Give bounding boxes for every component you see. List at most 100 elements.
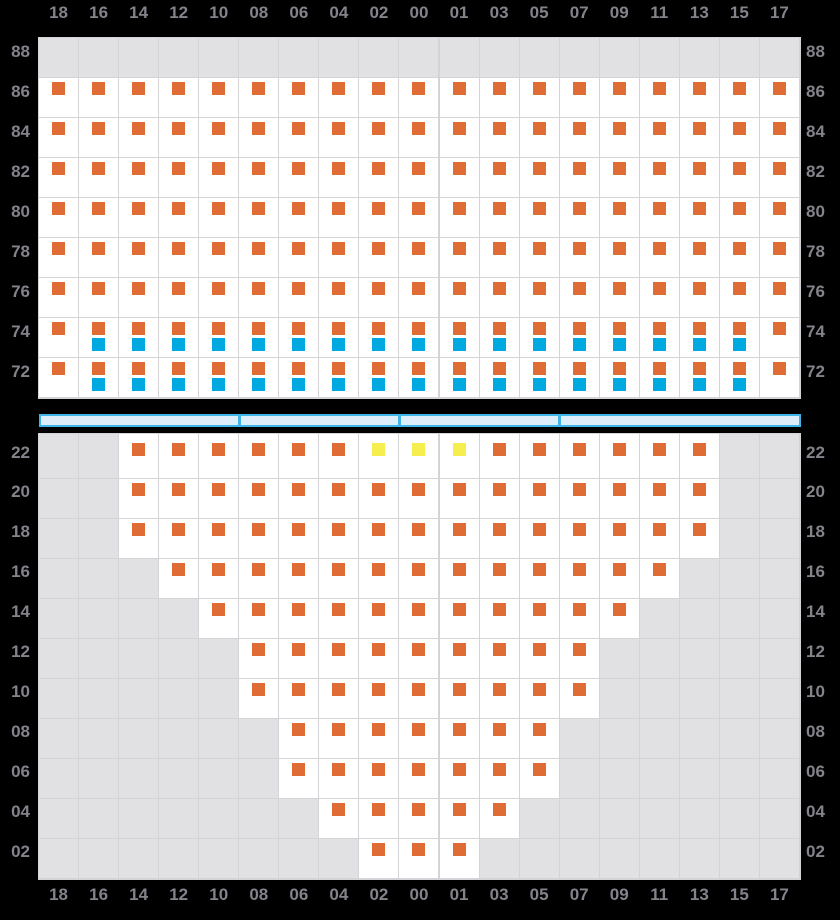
cell-86-04[interactable] xyxy=(319,78,359,117)
cell-82-15[interactable] xyxy=(719,158,759,197)
cell-82-01[interactable] xyxy=(439,158,479,197)
cell-80-02[interactable] xyxy=(359,198,399,237)
cell-86-13[interactable] xyxy=(679,78,719,117)
cell-80-18[interactable] xyxy=(39,198,79,237)
cell-72-14[interactable] xyxy=(119,358,159,397)
cell-72-08[interactable] xyxy=(239,358,279,397)
cell-76-15[interactable] xyxy=(719,278,759,317)
cell-86-08[interactable] xyxy=(239,78,279,117)
cell-20-10[interactable] xyxy=(199,479,239,518)
cell-18-07[interactable] xyxy=(559,519,599,558)
cell-72-01[interactable] xyxy=(439,358,479,397)
cell-82-13[interactable] xyxy=(679,158,719,197)
cell-86-01[interactable] xyxy=(439,78,479,117)
cell-12-03[interactable] xyxy=(479,639,519,678)
cell-74-13[interactable] xyxy=(679,318,719,357)
cell-20-01[interactable] xyxy=(439,479,479,518)
cell-14-04[interactable] xyxy=(319,599,359,638)
cell-82-05[interactable] xyxy=(519,158,559,197)
cell-84-17[interactable] xyxy=(759,118,799,157)
cell-74-16[interactable] xyxy=(79,318,119,357)
cell-18-02[interactable] xyxy=(359,519,399,558)
cell-20-14[interactable] xyxy=(119,479,159,518)
cell-86-09[interactable] xyxy=(599,78,639,117)
cell-86-18[interactable] xyxy=(39,78,79,117)
cell-20-08[interactable] xyxy=(239,479,279,518)
cell-78-15[interactable] xyxy=(719,238,759,277)
cell-76-03[interactable] xyxy=(479,278,519,317)
cell-14-00[interactable] xyxy=(399,599,439,638)
cell-86-00[interactable] xyxy=(399,78,439,117)
cell-12-07[interactable] xyxy=(559,639,599,678)
cell-72-11[interactable] xyxy=(639,358,679,397)
cell-72-03[interactable] xyxy=(479,358,519,397)
cell-22-01[interactable] xyxy=(439,434,479,478)
cell-84-03[interactable] xyxy=(479,118,519,157)
cell-78-16[interactable] xyxy=(79,238,119,277)
cell-14-02[interactable] xyxy=(359,599,399,638)
cell-04-00[interactable] xyxy=(399,799,439,838)
cell-78-14[interactable] xyxy=(119,238,159,277)
cell-10-01[interactable] xyxy=(439,679,479,718)
cell-74-03[interactable] xyxy=(479,318,519,357)
cell-10-08[interactable] xyxy=(239,679,279,718)
cell-16-05[interactable] xyxy=(519,559,559,598)
cell-16-12[interactable] xyxy=(159,559,199,598)
cell-22-13[interactable] xyxy=(679,434,719,478)
cell-20-12[interactable] xyxy=(159,479,199,518)
cell-18-06[interactable] xyxy=(279,519,319,558)
cell-16-00[interactable] xyxy=(399,559,439,598)
cell-74-14[interactable] xyxy=(119,318,159,357)
cell-16-03[interactable] xyxy=(479,559,519,598)
cell-22-08[interactable] xyxy=(239,434,279,478)
cell-14-03[interactable] xyxy=(479,599,519,638)
cell-08-06[interactable] xyxy=(279,719,319,758)
cell-16-06[interactable] xyxy=(279,559,319,598)
cell-80-10[interactable] xyxy=(199,198,239,237)
cell-22-12[interactable] xyxy=(159,434,199,478)
cell-78-03[interactable] xyxy=(479,238,519,277)
cell-20-04[interactable] xyxy=(319,479,359,518)
cell-22-06[interactable] xyxy=(279,434,319,478)
cell-04-02[interactable] xyxy=(359,799,399,838)
cell-74-05[interactable] xyxy=(519,318,559,357)
cell-80-06[interactable] xyxy=(279,198,319,237)
cell-04-01[interactable] xyxy=(439,799,479,838)
cell-86-07[interactable] xyxy=(559,78,599,117)
cell-20-09[interactable] xyxy=(599,479,639,518)
cell-76-09[interactable] xyxy=(599,278,639,317)
cell-86-14[interactable] xyxy=(119,78,159,117)
cell-14-06[interactable] xyxy=(279,599,319,638)
cell-16-02[interactable] xyxy=(359,559,399,598)
cell-72-04[interactable] xyxy=(319,358,359,397)
cell-78-11[interactable] xyxy=(639,238,679,277)
cell-18-00[interactable] xyxy=(399,519,439,558)
cell-04-04[interactable] xyxy=(319,799,359,838)
cell-78-10[interactable] xyxy=(199,238,239,277)
cell-74-18[interactable] xyxy=(39,318,79,357)
cell-76-01[interactable] xyxy=(439,278,479,317)
cell-18-14[interactable] xyxy=(119,519,159,558)
cell-08-04[interactable] xyxy=(319,719,359,758)
cell-84-02[interactable] xyxy=(359,118,399,157)
cell-22-09[interactable] xyxy=(599,434,639,478)
cell-84-12[interactable] xyxy=(159,118,199,157)
cell-74-10[interactable] xyxy=(199,318,239,357)
cell-72-15[interactable] xyxy=(719,358,759,397)
cell-74-06[interactable] xyxy=(279,318,319,357)
cell-74-12[interactable] xyxy=(159,318,199,357)
cell-80-15[interactable] xyxy=(719,198,759,237)
cell-86-12[interactable] xyxy=(159,78,199,117)
cell-86-15[interactable] xyxy=(719,78,759,117)
cell-84-00[interactable] xyxy=(399,118,439,157)
cell-86-16[interactable] xyxy=(79,78,119,117)
cell-72-05[interactable] xyxy=(519,358,559,397)
cell-16-04[interactable] xyxy=(319,559,359,598)
cell-82-00[interactable] xyxy=(399,158,439,197)
cell-84-05[interactable] xyxy=(519,118,559,157)
cell-72-06[interactable] xyxy=(279,358,319,397)
cell-78-01[interactable] xyxy=(439,238,479,277)
cell-18-05[interactable] xyxy=(519,519,559,558)
cell-22-10[interactable] xyxy=(199,434,239,478)
cell-82-03[interactable] xyxy=(479,158,519,197)
